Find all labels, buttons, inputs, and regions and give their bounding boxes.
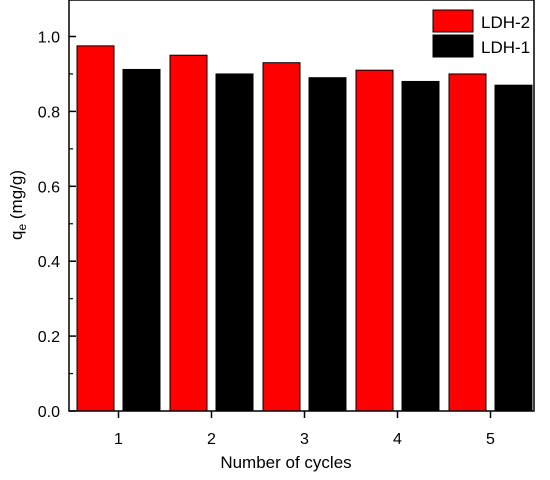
y-tick-label: 0.2 <box>38 329 60 346</box>
y-axis-title-unit: (mg/g) <box>7 170 26 224</box>
legend-label-ldh-2: LDH-2 <box>481 13 530 32</box>
bar-ldh-1-cycle-5 <box>495 85 532 411</box>
bar-ldh-1-cycle-1 <box>123 69 160 411</box>
bars-layer <box>77 46 532 411</box>
bar-ldh-2-cycle-1 <box>77 46 114 411</box>
x-tick-label: 3 <box>300 431 309 448</box>
y-tick-label: 0.6 <box>38 179 60 196</box>
bar-ldh-2-cycle-5 <box>449 74 486 411</box>
bar-ldh-2-cycle-4 <box>356 70 393 411</box>
legend-label-ldh-1: LDH-1 <box>481 38 530 57</box>
x-axis: 1 2 3 4 5 <box>114 411 495 448</box>
legend-swatch-ldh-2 <box>433 10 473 32</box>
y-tick-label: 1.0 <box>38 30 60 47</box>
bar-ldh-2-cycle-2 <box>170 55 207 411</box>
bar-ldh-1-cycle-2 <box>216 74 253 411</box>
y-tick-label: 0.4 <box>38 254 60 271</box>
y-axis: 0.0 0.2 0.4 0.6 0.8 1.0 <box>38 30 76 422</box>
legend-swatch-ldh-1 <box>433 35 473 57</box>
legend: LDH-2 LDH-1 <box>433 10 530 57</box>
x-axis-title: Number of cycles <box>220 453 351 472</box>
bar-ldh-2-cycle-3 <box>263 63 300 411</box>
bar-ldh-1-cycle-4 <box>402 81 439 411</box>
bar-ldh-1-cycle-3 <box>309 78 346 411</box>
x-tick-label: 1 <box>114 431 123 448</box>
y-tick-label: 0.8 <box>38 104 60 121</box>
y-axis-title-main: q <box>7 231 26 240</box>
x-tick-label: 5 <box>486 431 495 448</box>
x-tick-label: 4 <box>393 431 402 448</box>
y-axis-title: qe (mg/g) <box>7 170 29 240</box>
x-tick-label: 2 <box>207 431 216 448</box>
y-tick-label: 0.0 <box>38 404 60 421</box>
